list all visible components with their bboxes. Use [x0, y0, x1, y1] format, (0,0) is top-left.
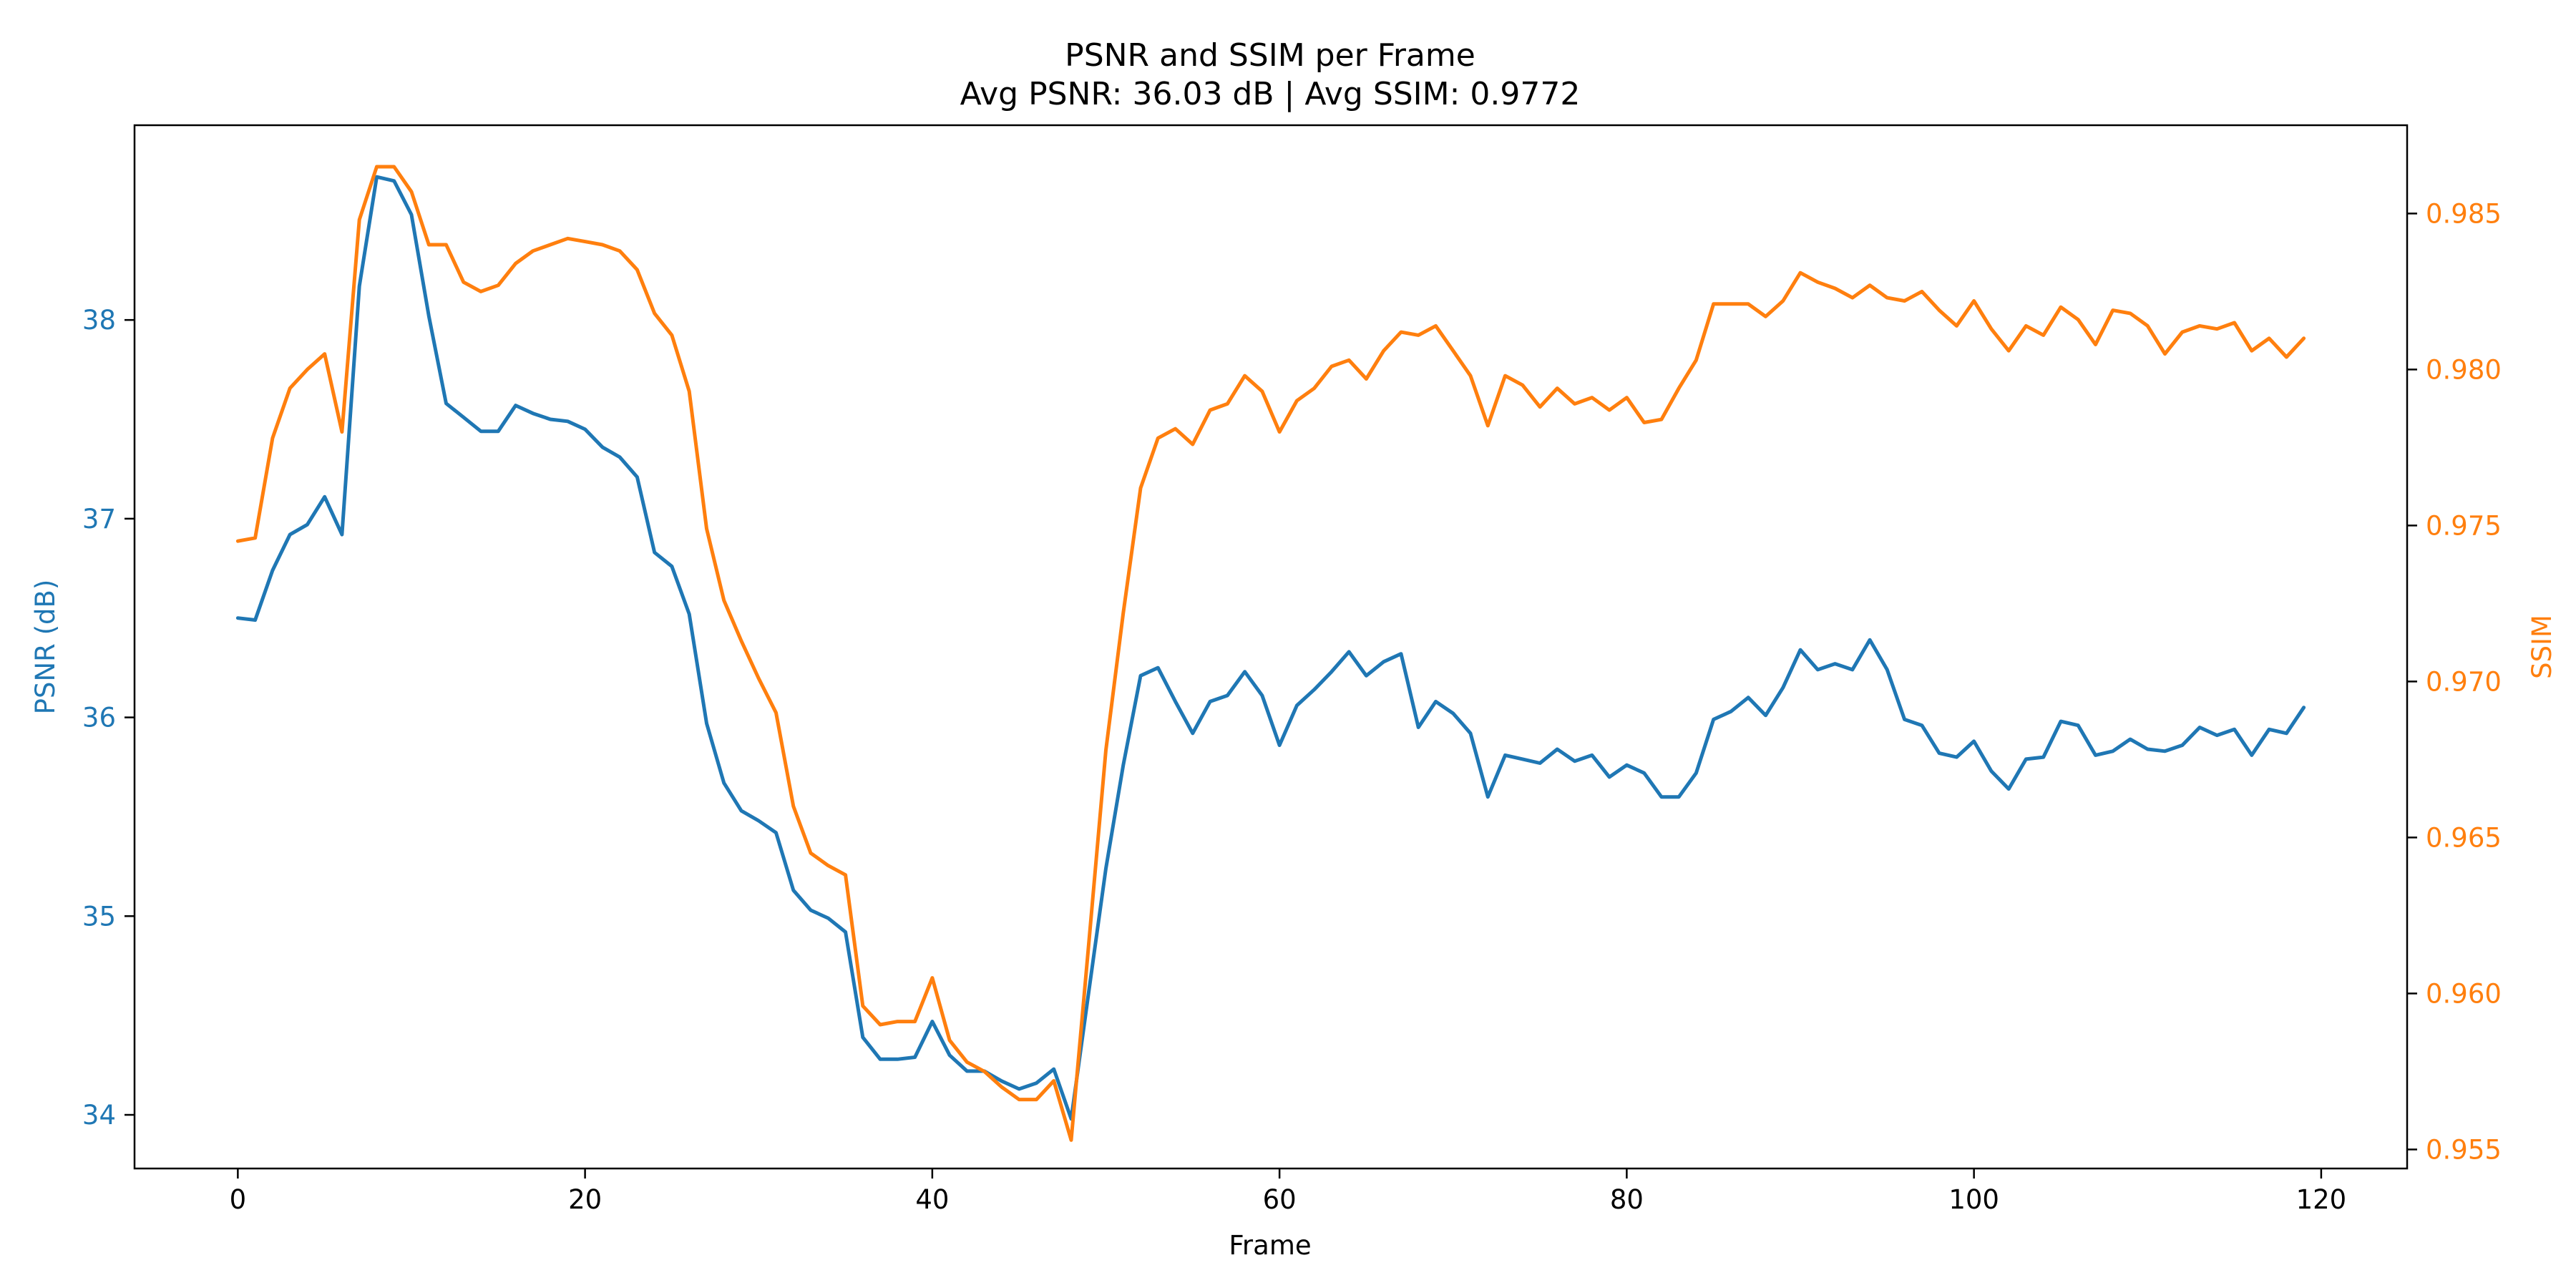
x-tick-label: 100: [1948, 1184, 1999, 1215]
y-right-tick-label: 0.965: [2426, 822, 2502, 853]
psnr-series-line: [235, 175, 2306, 1121]
y-right-tick-label: 0.980: [2426, 354, 2502, 385]
x-tick-label: 80: [1610, 1184, 1644, 1215]
y-right-tick-label: 0.960: [2426, 978, 2502, 1009]
ssim-series-line: [235, 165, 2306, 1142]
series-layer: [235, 165, 2306, 1142]
y-left-tick-label: 37: [82, 504, 116, 535]
y-right-tick-label: 0.955: [2426, 1134, 2502, 1165]
y-right-axis-label: SSIM: [2527, 615, 2557, 679]
x-tick-label: 0: [230, 1184, 247, 1215]
plot-frame: [133, 124, 2409, 1170]
x-tick-label: 20: [568, 1184, 602, 1215]
y-left-tick-label: 35: [82, 901, 116, 932]
ticks-layer: 0 20 40 60 80 100 120 34 35 36 37 38 0.955 0.960 0.965…: [82, 198, 2502, 1215]
x-tick-label: 120: [2296, 1184, 2347, 1215]
x-axis-label: Frame: [1229, 1230, 1311, 1261]
y-right-tick-label: 0.970: [2426, 666, 2502, 697]
x-tick-label: 40: [915, 1184, 949, 1215]
y-left-tick-label: 34: [82, 1100, 116, 1131]
y-right-tick-label: 0.985: [2426, 198, 2502, 229]
y-left-tick-label: 38: [82, 305, 116, 336]
y-left-axis-label: PSNR (dB): [30, 580, 61, 715]
x-tick-label: 60: [1263, 1184, 1297, 1215]
chart-title: PSNR and SSIM per Frame: [1065, 37, 1475, 74]
y-left-tick-label: 36: [82, 703, 116, 733]
chart-subtitle: Avg PSNR: 36.03 dB | Avg SSIM: 0.9772: [960, 76, 1581, 112]
y-right-tick-label: 0.975: [2426, 510, 2502, 541]
